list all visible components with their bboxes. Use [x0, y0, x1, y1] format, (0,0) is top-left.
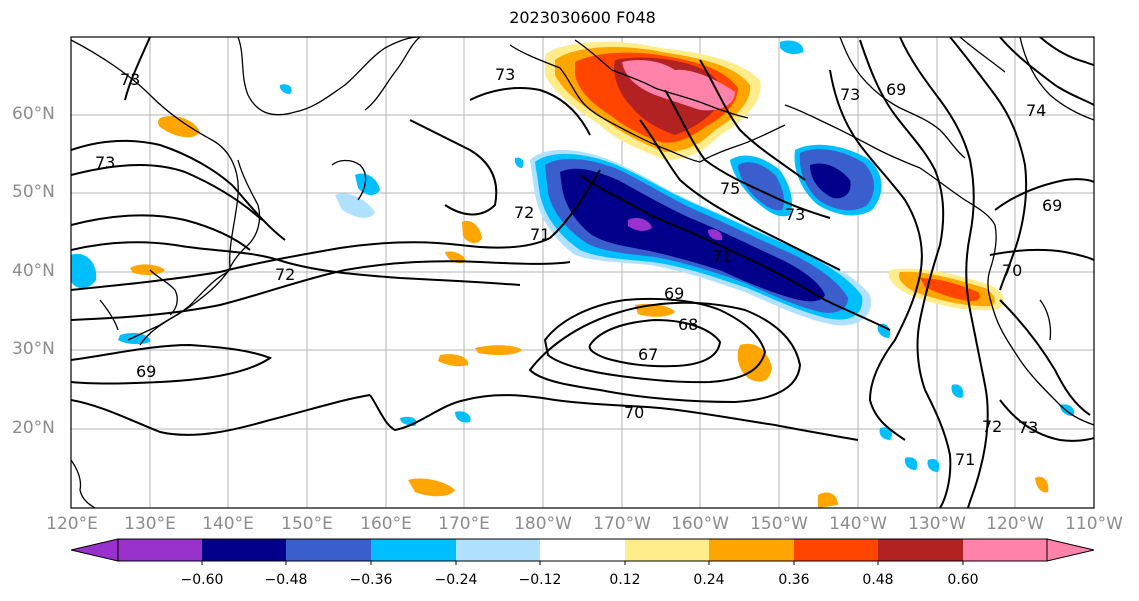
contour-label: 73	[95, 153, 115, 172]
lat-label: 40°N	[12, 261, 55, 281]
contour-label: 70	[1002, 261, 1022, 280]
lat-label: 60°N	[12, 104, 55, 124]
colorbar-segment	[625, 539, 709, 561]
map-content: 73 73 72 71 72 71 75 73 73 69 69 70 69 6…	[71, 37, 1094, 508]
lon-label: 170°E	[438, 514, 490, 534]
lat-label: 50°N	[12, 182, 55, 202]
colorbar-tick-label: 0.48	[862, 572, 894, 588]
contour-label: 72	[514, 203, 534, 222]
colorbar-segment	[963, 539, 1047, 561]
contour-label: 68	[678, 315, 698, 334]
map-title: 2023030600 F048	[509, 8, 656, 27]
contour-label: 69	[886, 80, 906, 99]
contour-label: 73	[1018, 418, 1038, 437]
colorbar-tick-label: 0.24	[693, 572, 725, 588]
lon-label: 150°E	[281, 514, 333, 534]
contour-label: 73	[840, 85, 860, 104]
colorbar-segment	[794, 539, 878, 561]
contour-label: 73	[785, 205, 805, 224]
lat-label: 30°N	[12, 339, 55, 359]
colorbar-tick-label: −0.48	[264, 572, 308, 588]
contour-label: 69	[1042, 196, 1062, 215]
colorbar-segment	[878, 539, 963, 561]
colorbar-tick-label: 0.36	[778, 572, 810, 588]
lon-label: 150°W	[750, 514, 808, 534]
lon-label: 160°W	[671, 514, 729, 534]
colorbar-tick-label: −0.12	[518, 572, 562, 588]
colorbar-segment	[709, 539, 794, 561]
map-frame	[70, 36, 1095, 509]
colorbar	[70, 538, 1095, 565]
colorbar-segment	[540, 539, 625, 561]
colorbar-tick-label: −0.60	[180, 572, 224, 588]
lat-label: 20°N	[12, 418, 55, 438]
colorbar-segment	[118, 539, 202, 561]
contour-label: 71	[530, 225, 550, 244]
colorbar-segment	[371, 539, 456, 561]
contour-label: 69	[664, 284, 684, 303]
positive-shading	[130, 41, 1049, 508]
lon-label: 110°W	[1065, 514, 1123, 534]
colorbar-segment	[456, 539, 540, 561]
lon-label: 160°E	[360, 514, 412, 534]
contour-label: 67	[638, 345, 658, 364]
lon-label: 130°E	[124, 514, 176, 534]
contour-label: 73	[120, 70, 140, 89]
contour-label: 71	[712, 247, 732, 266]
contour-label: 72	[275, 265, 295, 284]
lon-label: 120°E	[46, 514, 98, 534]
contour-label: 75	[720, 179, 740, 198]
lon-label: 120°W	[986, 514, 1044, 534]
lon-label: 140°W	[829, 514, 887, 534]
contour-label: 73	[495, 65, 515, 84]
colorbar-tick-label: −0.36	[349, 572, 393, 588]
colorbar-tick-label: −0.24	[434, 572, 478, 588]
contour-lines	[71, 37, 1094, 508]
lon-label: 140°E	[202, 514, 254, 534]
contour-labels: 73 73 72 71 72 71 75 73 73 69 69 70 69 6…	[95, 65, 1062, 469]
negative-shading	[71, 40, 1075, 472]
colorbar-segment	[202, 539, 286, 561]
colorbar-max-arrow	[1046, 538, 1095, 562]
colorbar-tick-label: 0.12	[609, 572, 641, 588]
lon-label: 170°W	[593, 514, 651, 534]
contour-label: 69	[136, 362, 156, 381]
contour-label: 74	[1026, 101, 1046, 120]
lon-label: 180°W	[514, 514, 572, 534]
colorbar-tick-label: 0.60	[947, 572, 979, 588]
lon-label: 130°W	[908, 514, 966, 534]
contour-label: 70	[624, 403, 644, 422]
colorbar-min-arrow	[70, 538, 119, 562]
contour-label: 71	[955, 450, 975, 469]
colorbar-outline	[117, 538, 1048, 562]
colorbar-segment	[286, 539, 371, 561]
contour-label: 72	[982, 417, 1002, 436]
